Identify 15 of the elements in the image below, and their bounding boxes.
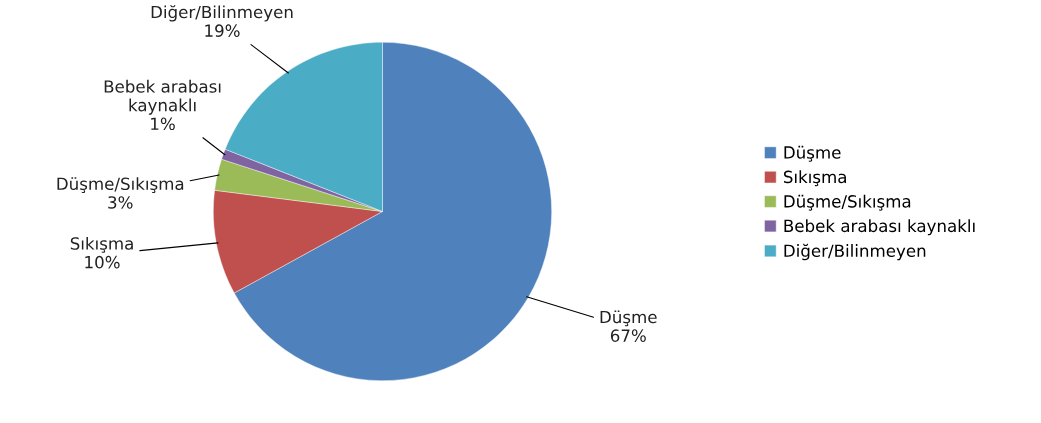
data-label: 10% (85, 255, 120, 269)
legend-label: Sıkışma (783, 170, 846, 187)
legend-label: Diğer/Bilinmeyen (784, 243, 926, 261)
legend-label: Düşme (784, 145, 841, 162)
data-label: 19% (205, 24, 240, 37)
data-label: 1% (151, 117, 175, 131)
legend-label: Bebek arabası kaynaklı (784, 219, 975, 236)
legend-label: Düşme/Sıkışma (784, 194, 911, 211)
slice-label: Diğer/Bilinmeyen (151, 4, 293, 22)
slice-label: Düşme (600, 310, 657, 327)
data-label: 3% (108, 196, 133, 209)
data-label: 67% (610, 329, 646, 342)
slice-label: Bebek arabası kaynaklı (104, 79, 221, 115)
slice-label: Düşme/Sıkışma (57, 177, 184, 194)
slice-label: Sıkışma (70, 236, 133, 253)
